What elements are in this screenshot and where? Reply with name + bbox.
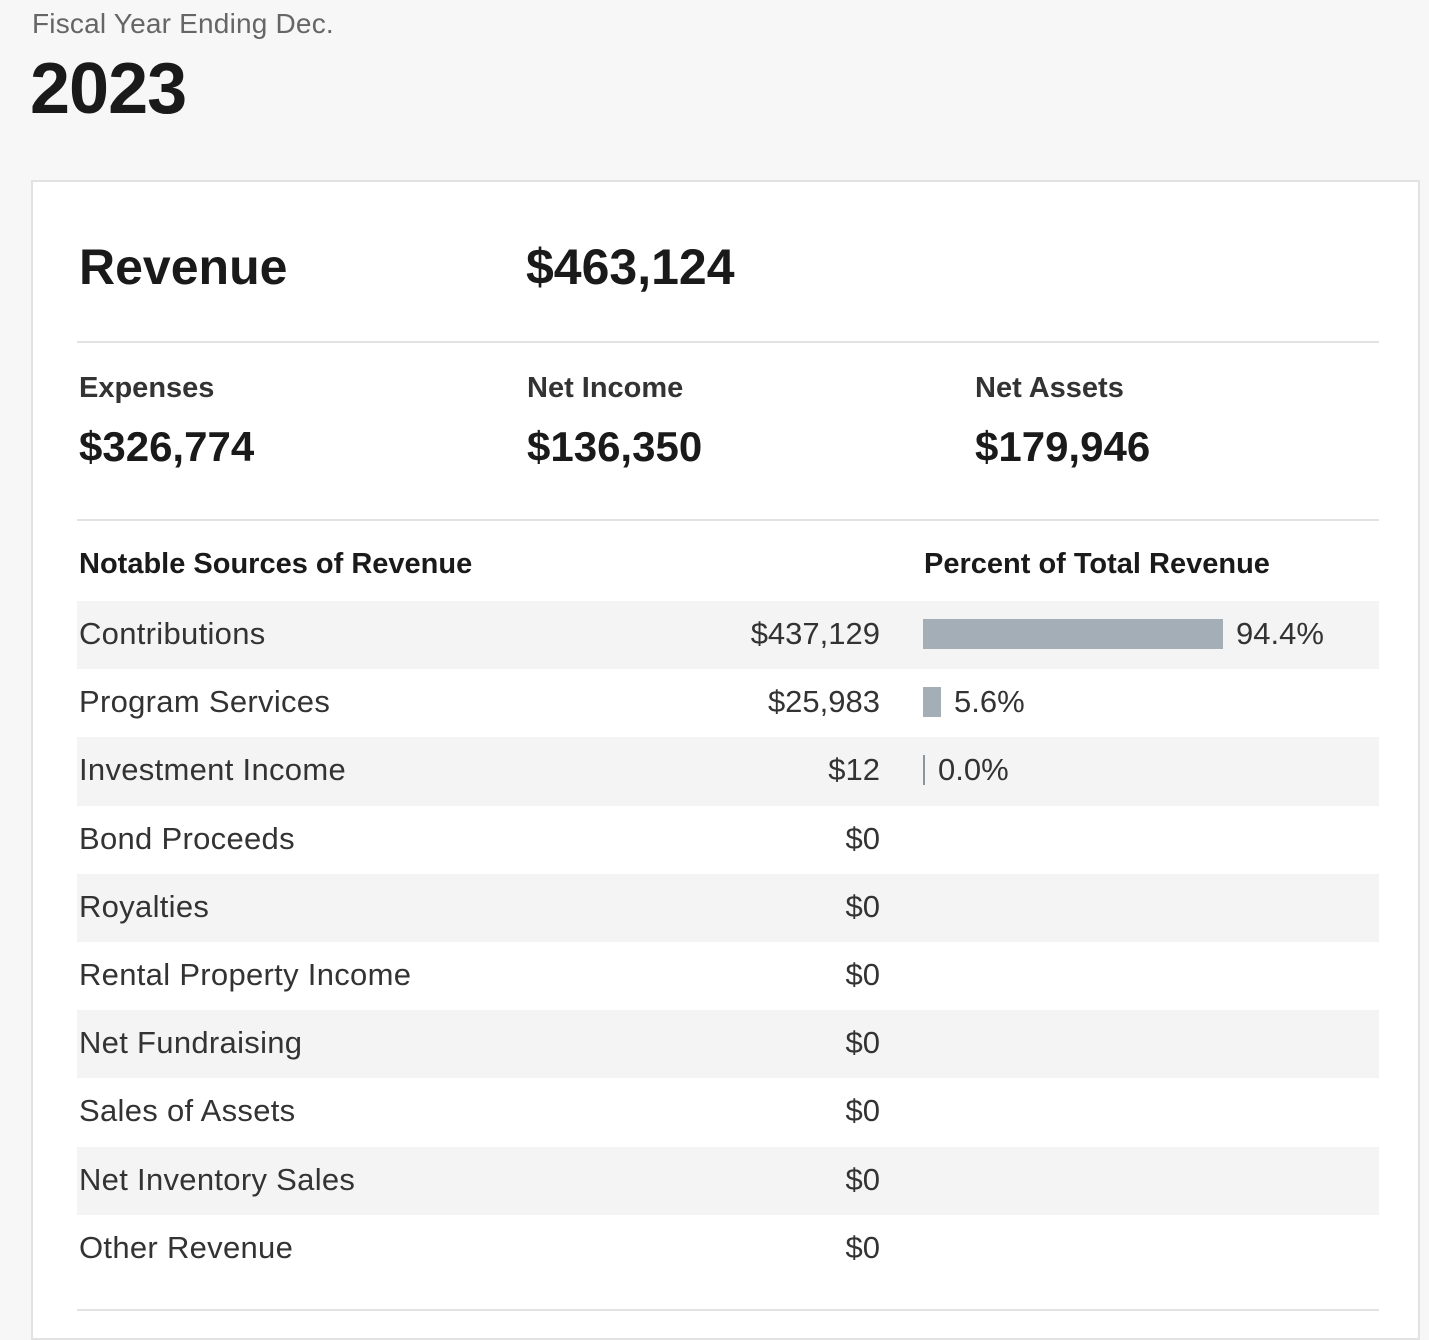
- percent-cell: 5.6%: [923, 669, 1025, 735]
- table-row: Investment Income $12 0.0%: [77, 737, 1379, 806]
- net-assets-stat: Net Assets $179,946: [975, 372, 1150, 471]
- net-income-value: $136,350: [527, 423, 703, 470]
- fiscal-year: 2023: [30, 49, 187, 129]
- percent-header: Percent of Total Revenue: [924, 548, 1270, 580]
- revenue-source-name: Rental Property Income: [79, 956, 412, 992]
- net-income-stat: Net Income $136,350: [527, 372, 702, 471]
- percent-cell: 0.0%: [923, 737, 1009, 803]
- revenue-source-name: Net Fundraising: [79, 1025, 303, 1061]
- revenue-value: $463,124: [526, 239, 735, 295]
- expenses-label: Expenses: [79, 372, 215, 404]
- revenue-source-amount: $0: [845, 1229, 880, 1265]
- revenue-source-amount: $0: [845, 956, 880, 992]
- table-row: Rental Property Income $0: [77, 942, 1379, 1010]
- revenue-source-amount: $0: [845, 1025, 880, 1061]
- expenses-value: $326,774: [79, 423, 255, 470]
- revenue-source-name: Royalties: [79, 888, 210, 924]
- net-income-label: Net Income: [527, 372, 684, 404]
- table-row: Other Revenue $0: [77, 1215, 1379, 1283]
- percent-cell: 94.4%: [923, 601, 1324, 667]
- divider: [77, 1309, 1379, 1311]
- revenue-source-name: Sales of Assets: [79, 1093, 296, 1129]
- percent-label: 0.0%: [938, 752, 1009, 788]
- net-assets-value: $179,946: [975, 423, 1151, 470]
- divider: [77, 519, 1379, 521]
- revenue-source-amount: $0: [845, 820, 880, 856]
- revenue-source-amount: $0: [845, 1093, 880, 1129]
- fiscal-year-label: Fiscal Year Ending Dec.: [32, 8, 334, 39]
- sources-header: Notable Sources of Revenue: [79, 548, 473, 580]
- revenue-source-amount: $12: [828, 752, 880, 788]
- percent-bar: [923, 687, 941, 718]
- revenue-source-amount: $25,983: [767, 684, 880, 720]
- revenue-source-name: Net Inventory Sales: [79, 1161, 356, 1197]
- revenue-source-amount: $0: [845, 888, 880, 924]
- table-row: Net Inventory Sales $0: [77, 1146, 1379, 1215]
- percent-label: 94.4%: [1236, 616, 1324, 651]
- expenses-stat: Expenses $326,774: [79, 372, 254, 471]
- revenue-source-amount: $0: [845, 1161, 880, 1197]
- revenue-source-name: Contributions: [79, 616, 266, 651]
- revenue-label: Revenue: [79, 239, 288, 295]
- table-row: Bond Proceeds $0: [77, 806, 1379, 874]
- revenue-source-name: Bond Proceeds: [79, 820, 295, 856]
- percent-bar: [923, 619, 1223, 649]
- table-row: Contributions $437,129 94.4%: [77, 601, 1379, 670]
- percent-label: 5.6%: [954, 684, 1025, 720]
- table-row: Royalties $0: [77, 873, 1379, 942]
- revenue-source-name: Program Services: [79, 684, 331, 720]
- revenue-source-name: Other Revenue: [79, 1229, 294, 1265]
- table-row: Program Services $25,983 5.6%: [77, 669, 1379, 737]
- percent-bar: [923, 755, 925, 786]
- net-assets-label: Net Assets: [975, 372, 1124, 404]
- revenue-sources-table: Contributions $437,129 94.4% Program Servic…: [77, 601, 1379, 1283]
- table-row: Net Fundraising $0: [77, 1010, 1379, 1079]
- table-row: Sales of Assets $0: [77, 1078, 1379, 1146]
- divider: [77, 341, 1379, 343]
- revenue-source-name: Investment Income: [79, 752, 346, 788]
- revenue-source-amount: $437,129: [750, 616, 880, 651]
- financial-summary-card: Revenue $463,124 Expenses $326,774 Net I…: [31, 180, 1420, 1340]
